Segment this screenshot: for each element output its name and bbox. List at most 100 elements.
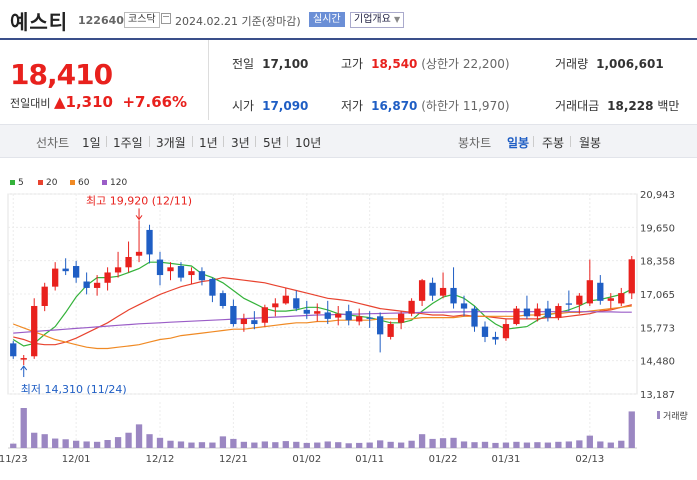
volume-bar bbox=[460, 441, 468, 448]
candle-body bbox=[565, 303, 573, 305]
price-panel: 18,410 bbox=[0, 40, 208, 120]
candle-body bbox=[41, 286, 48, 306]
candle-body bbox=[272, 303, 279, 308]
y-tick-label: 20,943 bbox=[640, 190, 675, 201]
candle-body bbox=[303, 309, 310, 314]
company-info-label: 기업개요 bbox=[354, 14, 391, 25]
volume-bar bbox=[324, 441, 331, 448]
x-tick-label: 11/23 bbox=[0, 454, 28, 465]
stat-open: 시가 17,090 bbox=[232, 99, 309, 113]
tab-1year[interactable]: 1년 bbox=[199, 136, 218, 150]
volume-bar bbox=[31, 432, 38, 448]
x-tick-label: 01/22 bbox=[429, 454, 458, 465]
legend-swatch bbox=[38, 180, 43, 185]
volume-bar bbox=[345, 443, 352, 448]
volume-bar bbox=[335, 442, 342, 448]
chevron-down-icon: ▼ bbox=[394, 15, 401, 24]
candle-body bbox=[10, 343, 17, 357]
tab-daily[interactable]: 일봉 bbox=[507, 136, 530, 150]
volume-bar bbox=[597, 441, 604, 448]
base-date: 2024.02.21 기준(장마감) bbox=[175, 15, 301, 28]
candle-body bbox=[31, 305, 38, 357]
candle-body bbox=[125, 256, 132, 268]
candle-body bbox=[597, 282, 604, 301]
candle-body bbox=[20, 358, 27, 360]
volume-bar bbox=[230, 438, 237, 448]
tab-10year[interactable]: 10년 bbox=[295, 136, 322, 150]
stat-high: 고가 18,540 (상한가 22,200) bbox=[341, 57, 510, 71]
volume-bar bbox=[314, 442, 321, 448]
volume-bar bbox=[62, 439, 69, 448]
candle-body bbox=[366, 317, 373, 319]
volume-legend-swatch bbox=[657, 411, 660, 419]
volume-bar bbox=[261, 441, 268, 448]
volume-bar bbox=[10, 443, 17, 448]
volume-bar bbox=[177, 441, 185, 448]
candle-body bbox=[502, 324, 510, 339]
annotation-low-arrowhead bbox=[20, 365, 28, 371]
candle-body bbox=[618, 293, 625, 304]
candle-body bbox=[586, 280, 593, 304]
up-arrow-icon: ▲ bbox=[53, 93, 66, 111]
tab-1day[interactable]: 1일 bbox=[82, 136, 101, 150]
realtime-button[interactable]: 실시간 bbox=[309, 12, 345, 27]
candle-body bbox=[471, 308, 478, 327]
candle-chart-label: 봉차트 bbox=[458, 136, 492, 150]
tab-5year[interactable]: 5년 bbox=[263, 136, 282, 150]
y-tick-label: 19,650 bbox=[640, 223, 675, 234]
volume-bar bbox=[439, 438, 447, 448]
candle-body bbox=[523, 308, 531, 317]
candle-body bbox=[198, 271, 206, 281]
volume-bar bbox=[366, 442, 373, 448]
annotation-high-arrowhead bbox=[135, 215, 143, 221]
candle-body bbox=[135, 251, 143, 256]
candle-body bbox=[230, 305, 237, 325]
volume-bar bbox=[471, 442, 478, 448]
line-chart-label: 선차트 bbox=[36, 136, 70, 150]
legend-swatch bbox=[102, 180, 107, 185]
candle-body bbox=[156, 259, 164, 276]
header-divider bbox=[0, 38, 697, 40]
volume-bar bbox=[93, 441, 101, 448]
legend-ma20: 20 bbox=[38, 178, 57, 188]
panel-divider bbox=[208, 40, 209, 120]
tab-monthly[interactable]: 월봉 bbox=[579, 136, 602, 150]
current-price: 18,410 bbox=[10, 58, 113, 91]
volume-bar bbox=[492, 442, 499, 448]
x-tick-label: 12/12 bbox=[146, 454, 175, 465]
ma20-line bbox=[13, 276, 632, 346]
candle-body bbox=[219, 293, 227, 306]
volume-bar bbox=[618, 440, 625, 448]
tab-3year[interactable]: 3년 bbox=[231, 136, 250, 150]
volume-bar bbox=[356, 442, 363, 448]
volume-bar bbox=[450, 437, 457, 448]
volume-bar bbox=[146, 434, 153, 448]
chart-grid bbox=[7, 193, 638, 449]
volume-bar bbox=[83, 441, 90, 448]
tab-3month[interactable]: 3개월 bbox=[156, 136, 186, 150]
separator bbox=[570, 136, 571, 147]
volume-bar bbox=[240, 441, 248, 448]
tab-1week[interactable]: 1주일 bbox=[113, 136, 143, 150]
tab-weekly[interactable]: 주봉 bbox=[542, 136, 565, 150]
legend-ma120: 120 bbox=[102, 178, 127, 188]
candle-body bbox=[324, 312, 331, 319]
volume-bar bbox=[429, 438, 436, 448]
company-info-dropdown[interactable]: 기업개요 ▼ bbox=[350, 12, 405, 28]
candle-body bbox=[628, 259, 635, 294]
candle-body bbox=[62, 268, 69, 272]
stock-code: 122640 bbox=[78, 14, 124, 27]
volume-bar bbox=[303, 442, 310, 448]
x-tick-label: 01/11 bbox=[355, 454, 384, 465]
candle-body bbox=[481, 326, 489, 337]
volume-bar bbox=[52, 438, 59, 448]
x-tick-label: 01/31 bbox=[492, 454, 521, 465]
volume-bar bbox=[198, 442, 206, 448]
volume-bar bbox=[408, 440, 415, 448]
volume-bar bbox=[555, 441, 562, 448]
volume-bar bbox=[481, 441, 489, 448]
chart-period-bar: 선차트 1일 1주일 3개월 1년 3년 5년 10년 봉차트 일봉 주봉 월봉 bbox=[0, 124, 697, 158]
volume-bar bbox=[104, 440, 111, 448]
volume-bars: 거래량 bbox=[10, 408, 688, 448]
volume-label: 거래량 bbox=[663, 410, 688, 422]
